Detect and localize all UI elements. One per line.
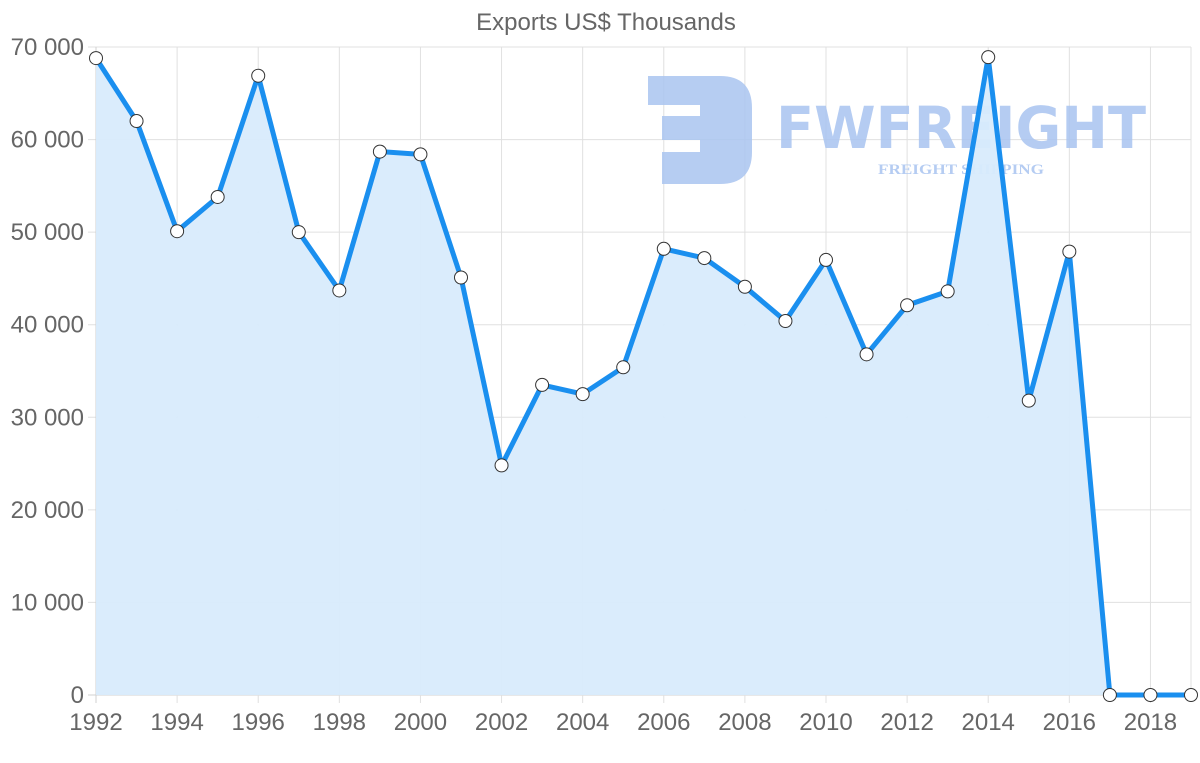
data-point[interactable] <box>413 147 428 162</box>
data-point[interactable] <box>251 68 266 83</box>
chart-title: Exports US$ Thousands <box>476 9 736 36</box>
data-point[interactable] <box>210 189 225 204</box>
data-points <box>89 50 1198 702</box>
data-point[interactable] <box>1021 393 1036 408</box>
data-point[interactable] <box>454 270 468 285</box>
y-tick-label: 50 000 <box>11 219 84 246</box>
y-tick-label: 40 000 <box>11 312 84 339</box>
watermark-brand: FWFREIGHT <box>776 94 1146 162</box>
x-tick-label: 1994 <box>150 709 203 736</box>
x-axis-labels: 1992 1994 1996 1998 2000 2002 2004 2006 2008 2010… <box>69 709 1177 736</box>
data-point[interactable] <box>291 225 306 240</box>
y-tick-label: 30 000 <box>11 404 84 431</box>
data-point[interactable] <box>656 241 671 256</box>
data-point[interactable] <box>859 347 874 362</box>
data-point[interactable] <box>900 298 915 313</box>
data-point[interactable] <box>89 51 103 66</box>
data-point[interactable] <box>981 50 996 65</box>
x-tick-label: 2006 <box>637 709 690 736</box>
data-point[interactable] <box>372 144 387 159</box>
x-tick-label: 2010 <box>799 709 852 736</box>
data-point[interactable] <box>332 283 347 298</box>
data-point[interactable] <box>129 114 144 129</box>
x-tick-label: 2014 <box>962 709 1015 736</box>
data-line <box>93 54 1191 698</box>
x-tick-label: 2012 <box>880 709 933 736</box>
data-point[interactable] <box>1143 688 1158 702</box>
data-point[interactable] <box>737 279 752 294</box>
data-point[interactable] <box>697 251 712 266</box>
data-point[interactable] <box>616 360 631 375</box>
x-tick-label: 2000 <box>394 709 447 736</box>
x-tick-label: 1996 <box>232 709 285 736</box>
y-tick-label: 0 <box>71 682 84 709</box>
y-tick-label: 60 000 <box>11 127 84 154</box>
watermark-logo-icon <box>648 76 752 184</box>
data-point[interactable] <box>940 284 955 299</box>
x-tick-label: 2016 <box>1043 709 1096 736</box>
x-tick-label: 2004 <box>556 709 609 736</box>
data-point[interactable] <box>1062 244 1077 259</box>
x-tick-label: 2008 <box>718 709 771 736</box>
y-axis-labels: 0 10 000 20 000 30 000 40 000 50 000 60 000 70 … <box>11 34 84 709</box>
data-point[interactable] <box>494 458 509 473</box>
data-point[interactable] <box>535 377 550 392</box>
x-tick-label: 2018 <box>1124 709 1177 736</box>
y-tick-label: 20 000 <box>11 497 84 524</box>
x-tick-label: 1998 <box>313 709 366 736</box>
y-tick-label: 10 000 <box>11 589 84 616</box>
brand-watermark: FWFREIGHT FREIGHT SHIPPING <box>648 76 1146 184</box>
data-point[interactable] <box>575 387 590 402</box>
data-point[interactable] <box>778 314 793 329</box>
data-point[interactable] <box>1102 688 1117 702</box>
data-point[interactable] <box>1184 688 1198 702</box>
y-tick-label: 70 000 <box>11 34 84 61</box>
data-point[interactable] <box>170 224 185 239</box>
x-tick-label: 1992 <box>69 709 122 736</box>
data-point[interactable] <box>819 252 833 267</box>
area-fill <box>96 57 1191 695</box>
x-tick-label: 2002 <box>475 709 528 736</box>
watermark-tagline: FREIGHT SHIPPING <box>878 162 1044 178</box>
